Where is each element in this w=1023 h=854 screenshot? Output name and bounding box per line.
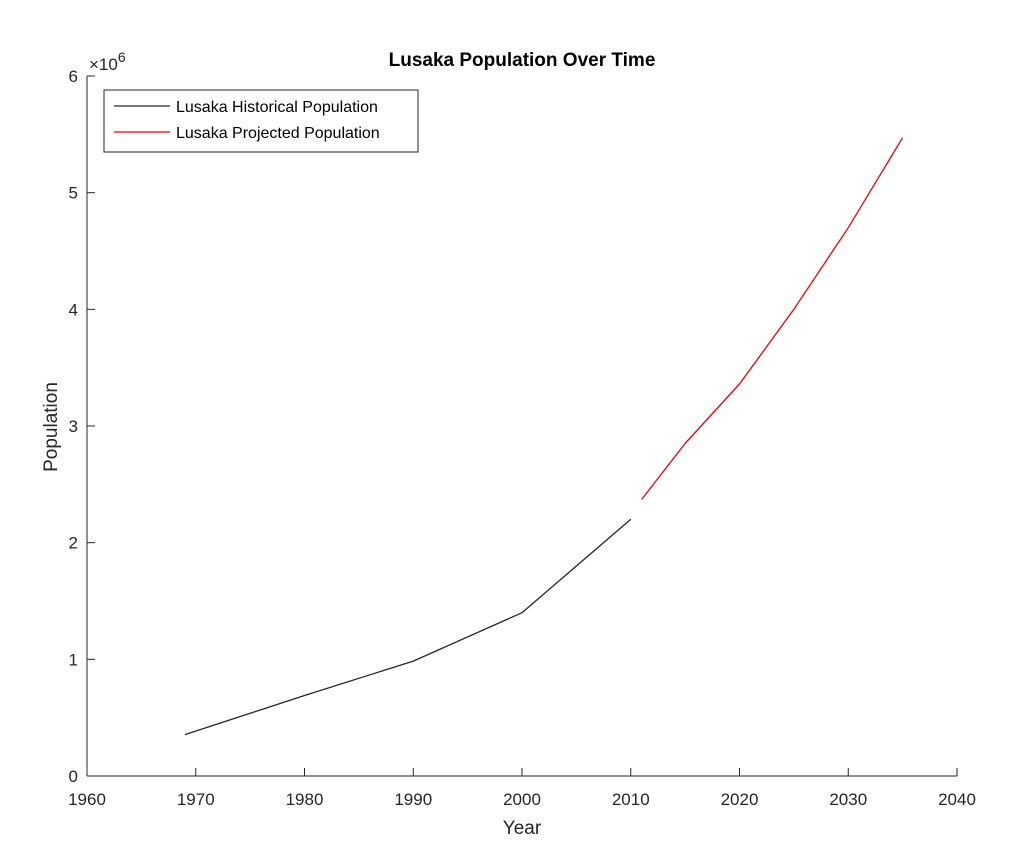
y-tick-label: 1 bbox=[69, 650, 78, 669]
legend-label: Lusaka Projected Population bbox=[176, 125, 380, 142]
x-tick-label: 1970 bbox=[177, 790, 215, 809]
y-tick-label: 5 bbox=[69, 184, 78, 203]
y-tick-label: 3 bbox=[69, 417, 78, 436]
y-tick-label: 6 bbox=[69, 67, 78, 86]
legend-label: Lusaka Historical Population bbox=[176, 99, 378, 116]
x-tick-label: 1980 bbox=[286, 790, 324, 809]
x-tick-label: 2040 bbox=[938, 790, 976, 809]
x-tick-label: 2000 bbox=[503, 790, 541, 809]
x-tick-label: 2030 bbox=[829, 790, 867, 809]
legend: Lusaka Historical Population Lusaka Proje… bbox=[103, 89, 419, 153]
x-tick-label: 1990 bbox=[394, 790, 432, 809]
x-tick-label: 2020 bbox=[721, 790, 759, 809]
series-line-projected bbox=[641, 137, 904, 500]
y-axis-multiplier-base: ×10 bbox=[89, 55, 118, 74]
y-axis-multiplier: ×106 bbox=[89, 49, 126, 74]
series-line-historical bbox=[184, 518, 632, 736]
y-tick-label: 4 bbox=[69, 300, 78, 319]
x-axis-label: Year bbox=[503, 818, 542, 839]
x-tick-label: 2010 bbox=[612, 790, 650, 809]
y-axis-label: Population bbox=[41, 382, 62, 472]
chart-title: Lusaka Population Over Time bbox=[389, 50, 656, 71]
y-axis-multiplier-exponent: 6 bbox=[118, 49, 126, 65]
legend-box bbox=[103, 89, 419, 153]
plot-area: 1960 1970 1980 1990 2000 2010 2020 2030 2040 0 1 2 3… bbox=[68, 67, 976, 809]
x-tick-label: 1960 bbox=[68, 790, 106, 809]
y-tick-label: 0 bbox=[69, 767, 78, 786]
y-tick-label: 2 bbox=[69, 534, 78, 553]
